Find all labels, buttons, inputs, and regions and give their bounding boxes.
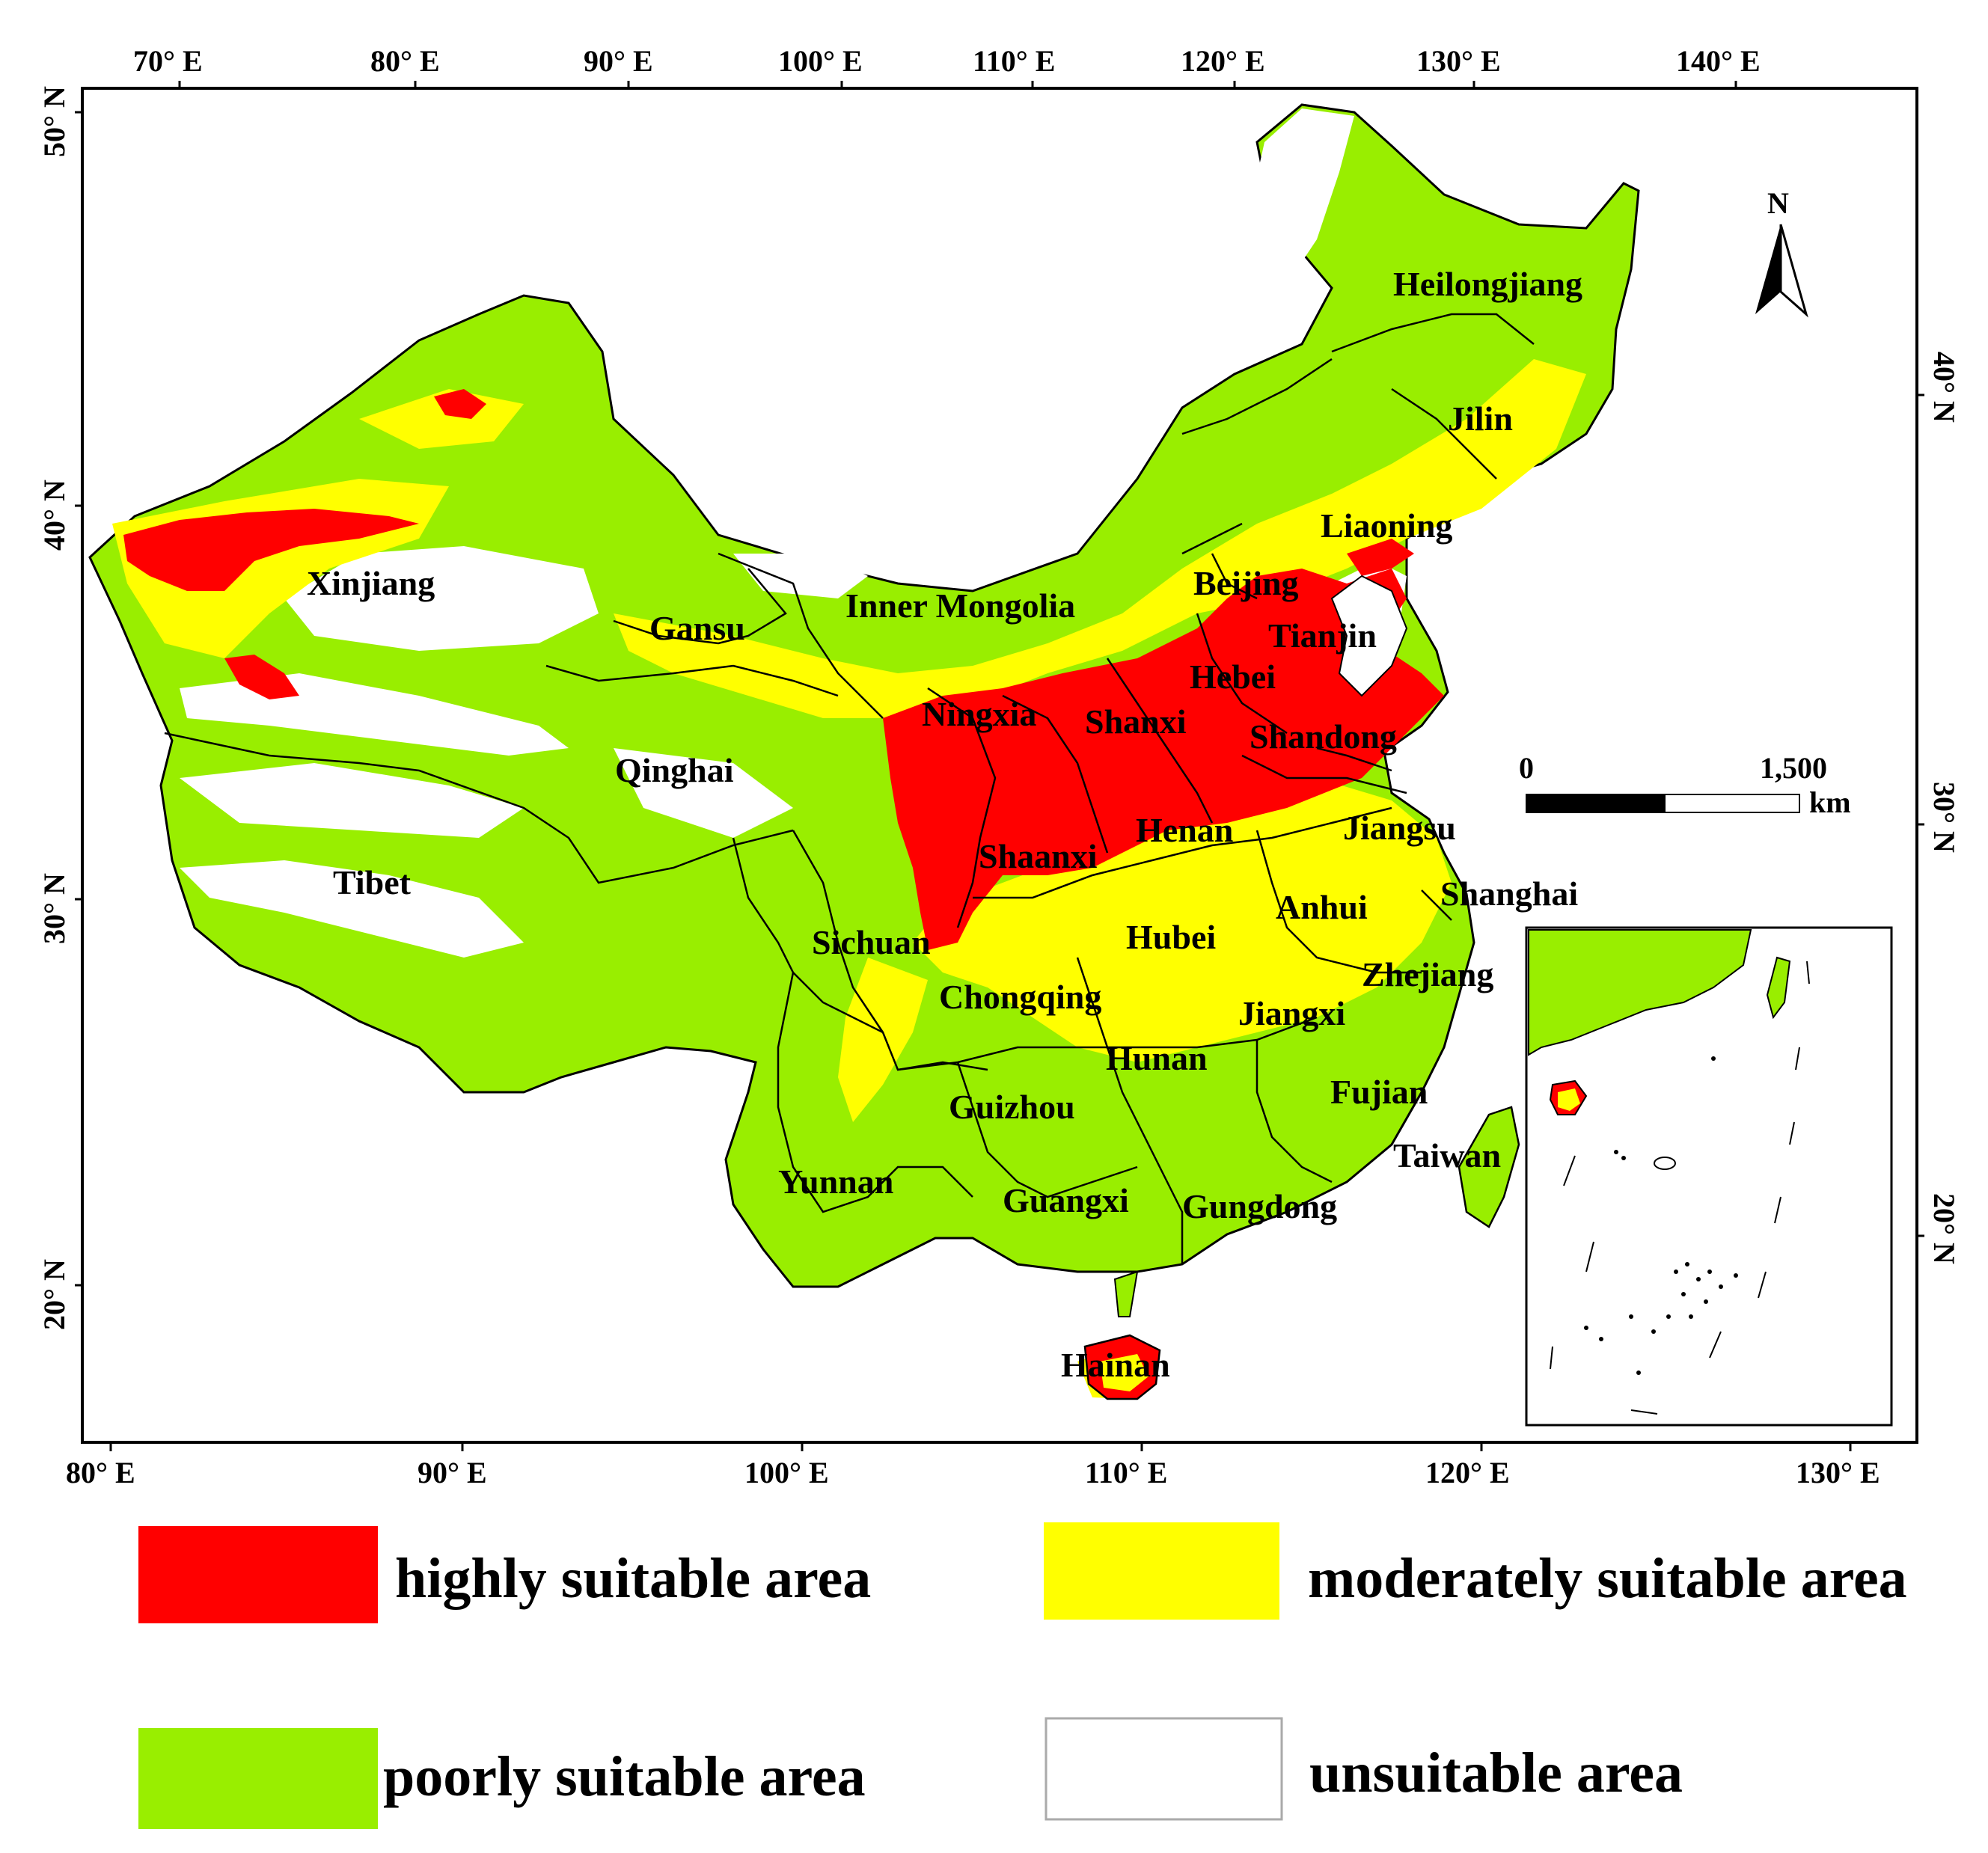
bottom-tick-label: 110° E bbox=[1085, 1456, 1167, 1489]
label-guangxi: Guangxi bbox=[1003, 1181, 1129, 1219]
scale-bar-black bbox=[1526, 794, 1666, 813]
right-tick-label: 20° N bbox=[1927, 1193, 1961, 1264]
label-gansu: Gansu bbox=[649, 609, 745, 647]
top-tick-label: 140° E bbox=[1676, 44, 1761, 78]
scale-unit: km bbox=[1809, 785, 1851, 819]
scale-start: 0 bbox=[1519, 751, 1534, 785]
bottom-tick-label: 90° E bbox=[418, 1456, 487, 1489]
scale-bar-white bbox=[1664, 794, 1800, 813]
top-tick-label: 80° E bbox=[370, 44, 440, 78]
label-zhejiang: Zhejiang bbox=[1362, 955, 1493, 993]
inset-mainland bbox=[1528, 929, 1752, 1056]
label-sichuan: Sichuan bbox=[812, 923, 931, 961]
right-tick-label: 30° N bbox=[1927, 782, 1961, 853]
top-tick-label: 100° E bbox=[778, 44, 863, 78]
legend: highly suitable area moderately suitable… bbox=[138, 1522, 1907, 1829]
legend-swatch-highly bbox=[138, 1526, 378, 1623]
label-qinghai: Qinghai bbox=[615, 751, 734, 789]
label-yunnan: Yunnan bbox=[778, 1163, 893, 1201]
right-latitude-ticks: 40° N 30° N 20° N bbox=[1917, 352, 1961, 1264]
label-ningxia: Ningxia bbox=[922, 695, 1036, 733]
right-tick-label: 40° N bbox=[1927, 352, 1961, 423]
legend-label-moderately: moderately suitable area bbox=[1308, 1547, 1907, 1610]
label-shanxi: Shanxi bbox=[1085, 702, 1187, 741]
left-tick-label: 50° N bbox=[37, 86, 71, 157]
label-tianjin: Tianjin bbox=[1268, 616, 1377, 655]
label-heilongjiang: Heilongjiang bbox=[1393, 265, 1582, 303]
label-jiangxi: Jiangxi bbox=[1238, 994, 1345, 1032]
province-boundaries bbox=[164, 313, 1535, 1264]
label-shanghai: Shanghai bbox=[1440, 875, 1578, 913]
north-arrow-icon bbox=[1755, 224, 1781, 314]
label-hubei: Hubei bbox=[1126, 918, 1216, 956]
scale-end: 1,500 bbox=[1760, 751, 1827, 785]
legend-swatch-unsuitable bbox=[1045, 1717, 1283, 1821]
north-arrow: N bbox=[1755, 186, 1808, 318]
label-gungdong: Gungdong bbox=[1182, 1187, 1337, 1225]
left-tick-label: 40° N bbox=[37, 480, 71, 551]
label-tibet: Tibet bbox=[333, 863, 412, 901]
label-hunan: Hunan bbox=[1106, 1039, 1208, 1077]
label-guizhou: Guizhou bbox=[949, 1088, 1075, 1126]
label-beijing: Beijing bbox=[1193, 564, 1299, 602]
top-tick-label: 70° E bbox=[133, 44, 203, 78]
left-tick-label: 30° N bbox=[37, 873, 71, 944]
unsuitable-regions bbox=[180, 108, 1407, 958]
label-jiangsu: Jiangsu bbox=[1343, 809, 1456, 847]
label-shandong: Shandong bbox=[1250, 717, 1397, 756]
legend-label-poorly: poorly suitable area bbox=[383, 1745, 866, 1808]
label-hainan: Hainan bbox=[1061, 1346, 1170, 1384]
legend-label-unsuitable: unsuitable area bbox=[1309, 1742, 1683, 1804]
inset-taiwan bbox=[1766, 956, 1791, 1020]
label-xinjiang: Xinjiang bbox=[307, 564, 435, 602]
bottom-tick-label: 100° E bbox=[744, 1456, 829, 1489]
label-anhui: Anhui bbox=[1276, 888, 1368, 926]
top-longitude-ticks: 70° E 80° E 90° E 100° E 110° E 120° E 1… bbox=[133, 44, 1761, 88]
top-tick-label: 90° E bbox=[584, 44, 653, 78]
label-hebei: Hebei bbox=[1190, 658, 1276, 696]
label-fujian: Fujian bbox=[1330, 1073, 1428, 1111]
left-tick-label: 20° N bbox=[37, 1259, 71, 1330]
top-tick-label: 130° E bbox=[1416, 44, 1501, 78]
leizhou-peninsula bbox=[1113, 1270, 1139, 1317]
inset-hainan-moderate bbox=[1558, 1088, 1580, 1111]
label-taiwan: Taiwan bbox=[1393, 1136, 1501, 1174]
label-chongqing: Chongqing bbox=[939, 978, 1101, 1016]
taiwan-island bbox=[1458, 1106, 1520, 1228]
bottom-tick-label: 130° E bbox=[1796, 1456, 1880, 1489]
top-tick-label: 110° E bbox=[973, 44, 1055, 78]
bottom-tick-label: 120° E bbox=[1425, 1456, 1510, 1489]
legend-swatch-poorly bbox=[138, 1728, 378, 1829]
legend-swatch-moderately bbox=[1044, 1522, 1279, 1620]
label-inner-mongolia: Inner Mongolia bbox=[845, 586, 1075, 625]
bottom-tick-label: 80° E bbox=[66, 1456, 135, 1489]
north-arrow-icon-outline bbox=[1779, 224, 1808, 318]
label-henan: Henan bbox=[1136, 811, 1233, 849]
north-label: N bbox=[1767, 186, 1789, 220]
top-tick-label: 120° E bbox=[1181, 44, 1265, 78]
province-labels: Heilongjiang Jilin Liaoning Beijing Tian… bbox=[307, 265, 1582, 1384]
legend-label-highly: highly suitable area bbox=[395, 1547, 871, 1610]
highly-suitable-regions bbox=[123, 389, 1444, 950]
label-shaanxi: Shaanxi bbox=[979, 837, 1098, 875]
scale-bar: 0 1,500 km bbox=[1519, 751, 1851, 819]
south-china-sea-inset bbox=[1525, 926, 1893, 1427]
hainan-moderate bbox=[1100, 1354, 1149, 1391]
label-jilin: Jilin bbox=[1448, 399, 1513, 438]
sea-inlets bbox=[1330, 575, 1408, 697]
bottom-longitude-ticks: 80° E 90° E 100° E 110° E 120° E 130° E bbox=[66, 1442, 1880, 1489]
label-liaoning: Liaoning bbox=[1321, 506, 1452, 545]
left-latitude-ticks: 50° N 40° N 30° N 20° N bbox=[37, 86, 82, 1330]
